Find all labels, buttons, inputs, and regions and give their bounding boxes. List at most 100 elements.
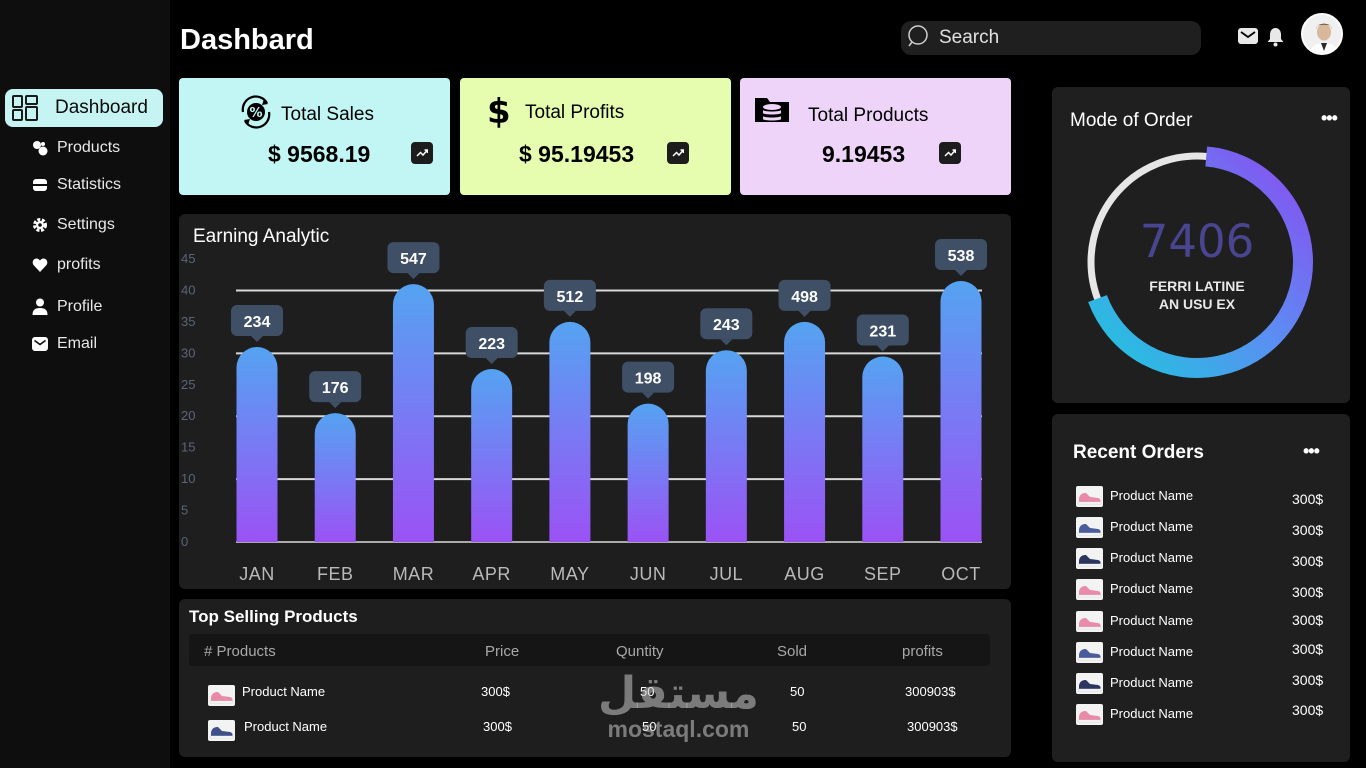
table-row[interactable]: Product Name 300$ 50 50 300903$ — [189, 713, 990, 743]
column-header[interactable]: Sold — [777, 643, 808, 660]
product-profits: 300903$ — [907, 719, 958, 734]
product-thumbnail — [208, 720, 235, 741]
order-price: 300$ — [1292, 672, 1324, 688]
stat-value: $ 95.19453 — [519, 141, 635, 167]
y-tick-label: 40 — [181, 282, 195, 297]
x-tick-label: AUG — [784, 564, 825, 584]
x-tick-label: JUL — [710, 564, 744, 584]
mail-icon[interactable] — [1238, 27, 1258, 50]
table-title: Top Selling Products — [189, 607, 358, 626]
y-tick-label: 25 — [181, 377, 195, 392]
x-tick-label: APR — [472, 564, 511, 584]
svg-text:%: % — [249, 106, 262, 121]
bell-icon[interactable] — [1267, 27, 1284, 52]
table-row[interactable]: Product Name 300$ 50 50 300903$ — [189, 678, 990, 708]
order-product-name: Product Name — [1110, 488, 1194, 503]
recent-orders-panel: Recent Orders ••• Product Name 300$ Produc… — [1052, 414, 1350, 762]
product-sold: 50 — [792, 719, 807, 734]
stat-card-total-sales: % Total Sales $ 9568.19 — [179, 78, 450, 195]
more-options-icon[interactable]: ••• — [1321, 108, 1338, 128]
avatar[interactable] — [1301, 13, 1343, 55]
bar-mar[interactable] — [392, 284, 434, 542]
sidebar-item-products[interactable]: Products — [5, 129, 163, 167]
product-thumbnail — [1076, 486, 1103, 507]
svg-text:547: 547 — [400, 251, 427, 268]
sidebar-item-email[interactable]: Email — [5, 325, 163, 363]
y-tick-label: 10 — [181, 471, 195, 486]
products-icon — [29, 140, 51, 156]
sidebar: Dashboard Products Statistics Settings p… — [0, 0, 170, 768]
product-thumbnail — [1076, 579, 1103, 600]
product-thumbnail — [208, 685, 235, 706]
data-label-mar: 547 — [387, 242, 440, 280]
recent-order-item[interactable]: Product Name 300$ — [1076, 546, 1332, 572]
column-header[interactable]: Quntity — [616, 643, 664, 660]
order-count: 7406 — [1139, 215, 1255, 268]
earning-analytic-panel: Earning Analytic 45 40 35 30 25 20 15 10 5 0 234 1… — [179, 214, 1011, 589]
column-header[interactable]: # Products — [204, 643, 276, 660]
recent-order-item[interactable]: Product Name 300$ — [1076, 640, 1332, 666]
trend-up-icon[interactable] — [411, 142, 433, 164]
bar-jun[interactable] — [627, 403, 669, 542]
recent-order-item[interactable]: Product Name 300$ — [1076, 577, 1332, 603]
order-donut-chart — [1087, 146, 1313, 378]
data-label-may: 512 — [543, 279, 596, 317]
recent-order-item[interactable]: Product Name 300$ — [1076, 515, 1332, 541]
data-label-oct: 538 — [935, 239, 987, 277]
recent-order-item[interactable]: Product Name 300$ — [1076, 671, 1332, 697]
order-product-name: Product Name — [1110, 675, 1194, 690]
y-tick-label: 15 — [181, 440, 195, 455]
earning-chart: 45 40 35 30 25 20 15 10 5 0 234 176 547 223 512 198 243… — [181, 239, 987, 584]
order-price: 300$ — [1292, 553, 1324, 569]
y-tick-label: 0 — [181, 534, 188, 549]
watermark-latin: mostaql.com — [607, 716, 750, 742]
column-header[interactable]: profits — [902, 643, 943, 660]
bar-feb[interactable] — [314, 413, 356, 542]
product-thumbnail — [1076, 704, 1103, 725]
card-bg — [179, 78, 450, 195]
sidebar-item-label: Dashboard — [55, 97, 148, 118]
bar-sep[interactable] — [862, 356, 904, 542]
card-bg — [740, 78, 1011, 195]
order-product-name: Product Name — [1110, 644, 1194, 659]
bar-may[interactable] — [549, 321, 591, 542]
product-thumbnail — [1076, 673, 1103, 694]
order-price: 300$ — [1292, 612, 1324, 628]
sidebar-item-profits[interactable]: profits — [5, 246, 163, 284]
order-product-name: Product Name — [1110, 550, 1194, 565]
recent-order-item[interactable]: Product Name 300$ — [1076, 609, 1332, 635]
stat-value: $ 9568.19 — [268, 141, 371, 167]
data-label-jun: 198 — [622, 361, 675, 399]
search-input[interactable] — [939, 27, 1189, 49]
bar-jan[interactable] — [236, 347, 278, 542]
page-title: Dashbard — [180, 24, 314, 56]
recent-order-item[interactable]: Product Name 300$ — [1076, 702, 1332, 728]
sidebar-item-label: Settings — [57, 216, 115, 233]
trend-up-icon[interactable] — [667, 142, 689, 164]
sidebar-item-profile[interactable]: Profile — [5, 288, 163, 326]
bar-jul[interactable] — [705, 350, 747, 542]
dollar-icon: $ — [487, 92, 511, 132]
x-tick-label: FEB — [317, 564, 354, 584]
watermark-arabic: مستقل — [598, 668, 759, 719]
bar-oct[interactable] — [940, 281, 982, 542]
dashboard-icon — [11, 95, 39, 121]
svg-text:538: 538 — [948, 248, 975, 265]
trend-up-icon[interactable] — [939, 142, 961, 164]
sidebar-item-settings[interactable]: Settings — [5, 206, 163, 244]
donut-progress-arc — [1088, 146, 1313, 378]
mode-of-order-panel: Mode of Order ••• 7406 FERRI LATINE AN U… — [1052, 87, 1350, 403]
database-folder-icon — [755, 94, 791, 131]
bar-aug[interactable] — [784, 321, 826, 542]
more-options-icon[interactable]: ••• — [1303, 441, 1320, 461]
column-header[interactable]: Price — [485, 643, 520, 660]
bar-apr[interactable] — [471, 369, 513, 542]
product-thumbnail — [1076, 548, 1103, 569]
search-bar[interactable] — [901, 21, 1201, 55]
order-subtitle-line1: FERRI LATINE — [1149, 278, 1245, 294]
sidebar-item-label: Email — [57, 335, 98, 352]
recent-order-item[interactable]: Product Name 300$ — [1076, 484, 1332, 510]
product-thumbnail — [1076, 611, 1103, 632]
sidebar-item-statistics[interactable]: Statistics — [5, 166, 163, 204]
sidebar-item-dashboard[interactable]: Dashboard — [5, 89, 163, 127]
